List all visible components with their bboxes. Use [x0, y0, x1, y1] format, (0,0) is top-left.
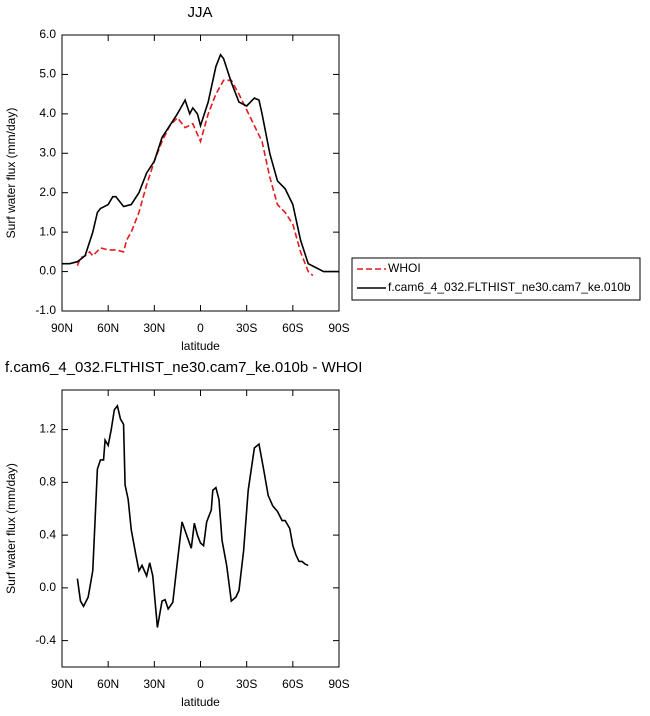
x-tick-label: 0: [197, 321, 204, 335]
y-tick-label: 4.0: [39, 106, 56, 120]
x-tick-label: 90N: [51, 677, 73, 691]
x-tick-label: 60S: [282, 321, 303, 335]
y-tick-label: 0.8: [39, 475, 56, 489]
x-tick-label: 60N: [97, 677, 119, 691]
legend-label: f.cam6_4_032.FLTHIST_ne30.cam7_ke.010b: [388, 280, 631, 294]
y-tick-label: 1.2: [39, 422, 56, 436]
y-tick-label: -0.4: [35, 633, 56, 647]
x-tick-label: 60S: [282, 677, 303, 691]
y-tick-label: -1.0: [35, 303, 56, 317]
y-tick-label: 2.0: [39, 185, 56, 199]
y-tick-label: 5.0: [39, 67, 56, 81]
chart-title: f.cam6_4_032.FLTHIST_ne30.cam7_ke.010b -…: [5, 359, 362, 376]
x-tick-label: 30N: [143, 321, 165, 335]
x-axis-label: latitude: [181, 339, 220, 353]
data-line: [76, 404, 309, 628]
y-axis-label: Surf water flux (mm/day): [4, 463, 18, 594]
y-tick-label: 3.0: [39, 145, 56, 159]
data-line: [62, 53, 339, 273]
plot-frame: [61, 389, 340, 668]
x-axis-label: latitude: [181, 695, 220, 709]
y-tick-label: 6.0: [39, 27, 56, 41]
x-tick-label: 30S: [236, 677, 257, 691]
legend-label: WHOI: [388, 261, 421, 275]
x-tick-label: 30N: [143, 677, 165, 691]
y-tick-label: 0.0: [39, 580, 56, 594]
y-axis-label: Surf water flux (mm/day): [4, 108, 18, 239]
x-tick-label: 90N: [51, 321, 73, 335]
y-tick-label: 1.0: [39, 224, 56, 238]
legend-box: [351, 257, 641, 301]
x-tick-label: 30S: [236, 321, 257, 335]
y-tick-label: 0.4: [39, 527, 56, 541]
x-tick-label: 90S: [328, 677, 349, 691]
plot-frame: [61, 34, 340, 312]
x-tick-label: 60N: [97, 321, 119, 335]
chart-title: JJA: [187, 4, 212, 21]
y-tick-label: 0.0: [39, 264, 56, 278]
x-tick-label: 90S: [328, 321, 349, 335]
x-tick-label: 0: [197, 677, 204, 691]
data-line: [76, 79, 314, 277]
